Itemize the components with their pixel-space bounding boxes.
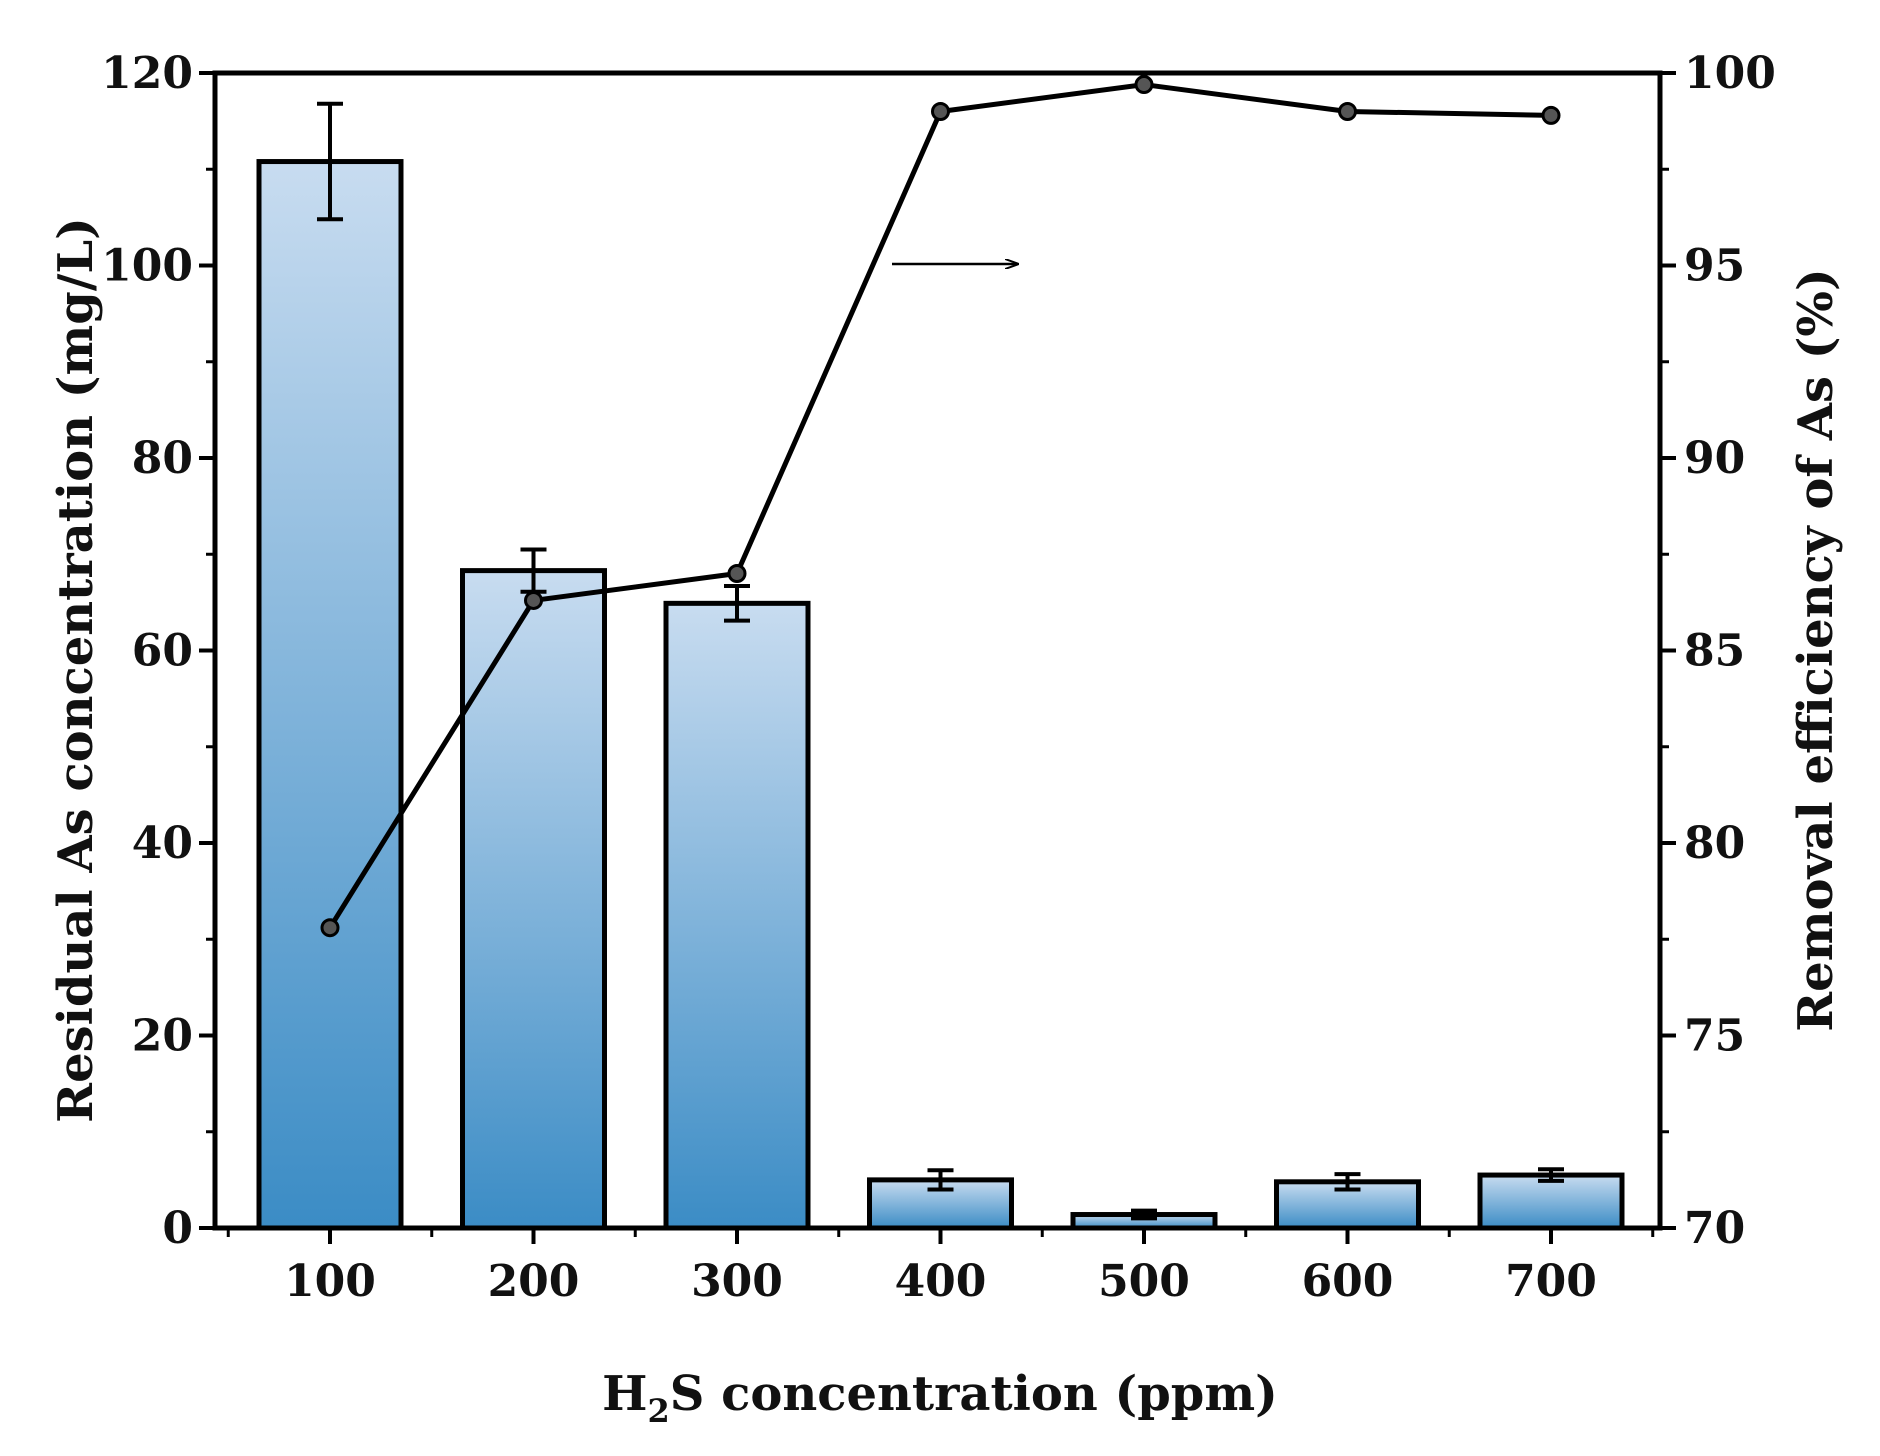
y-right-tick-label-75: 75	[1684, 1011, 1745, 1062]
y-axis-left-title: Residual As concentration (mg/L)	[48, 217, 104, 1123]
plot-frame	[212, 70, 1663, 1231]
x-tick-label-600: 600	[1302, 1256, 1394, 1307]
x-tick-label-200: 200	[488, 1256, 580, 1307]
bar-300	[663, 600, 811, 1231]
error-bar-500	[1131, 1208, 1157, 1221]
y-left-tick-label-80: 80	[132, 433, 193, 484]
efficiency-point-500	[1134, 75, 1154, 95]
efficiency-point-200	[524, 590, 543, 610]
x-tick-label-300: 300	[691, 1256, 783, 1307]
y-right-tick-label-70: 70	[1684, 1203, 1745, 1254]
efficiency-point-700	[1541, 105, 1561, 125]
y-right-tick-label-95: 95	[1684, 241, 1745, 292]
error-bar-100	[317, 101, 343, 222]
y-left-tick-label-120: 120	[101, 48, 193, 99]
bar-700	[1477, 1172, 1625, 1231]
x-tick-label-400: 400	[895, 1256, 987, 1307]
efficiency-point-100	[320, 918, 340, 938]
error-bar-600	[1334, 1172, 1361, 1192]
y-right-tick-label-80: 80	[1684, 818, 1745, 869]
x-tick-label-500: 500	[1098, 1256, 1190, 1307]
bar-100	[256, 159, 404, 1231]
error-bar-300	[724, 584, 750, 623]
x-axis-title: H2S concentration (ppm)	[602, 1366, 1278, 1430]
efficiency-point-600	[1338, 102, 1357, 121]
x-axis-title-subscript: 2	[647, 1392, 669, 1430]
bar-200	[460, 568, 607, 1231]
error-bar-700	[1538, 1167, 1564, 1183]
y-left-tick-label-0: 0	[162, 1203, 193, 1254]
error-bar-400	[927, 1168, 954, 1192]
y-right-tick-label-100: 100	[1684, 48, 1776, 99]
y-right-tick-label-85: 85	[1684, 626, 1745, 677]
y-left-tick-label-100: 100	[101, 241, 193, 292]
x-axis-title-rest: S concentration (ppm)	[670, 1366, 1278, 1422]
y-axis-right-title: Removal efficiency of As (%)	[1788, 268, 1844, 1031]
x-tick-label-100: 100	[284, 1256, 376, 1307]
x-tick-label-700: 700	[1505, 1256, 1597, 1307]
y-right-tick-label-90: 90	[1684, 433, 1745, 484]
y-left-tick-label-20: 20	[132, 1011, 193, 1062]
y-left-tick-label-60: 60	[132, 626, 193, 677]
y-left-tick-label-40: 40	[132, 818, 193, 869]
efficiency-point-300	[727, 564, 747, 583]
x-axis-title-h: H	[602, 1366, 647, 1422]
efficiency-point-400	[931, 102, 950, 121]
